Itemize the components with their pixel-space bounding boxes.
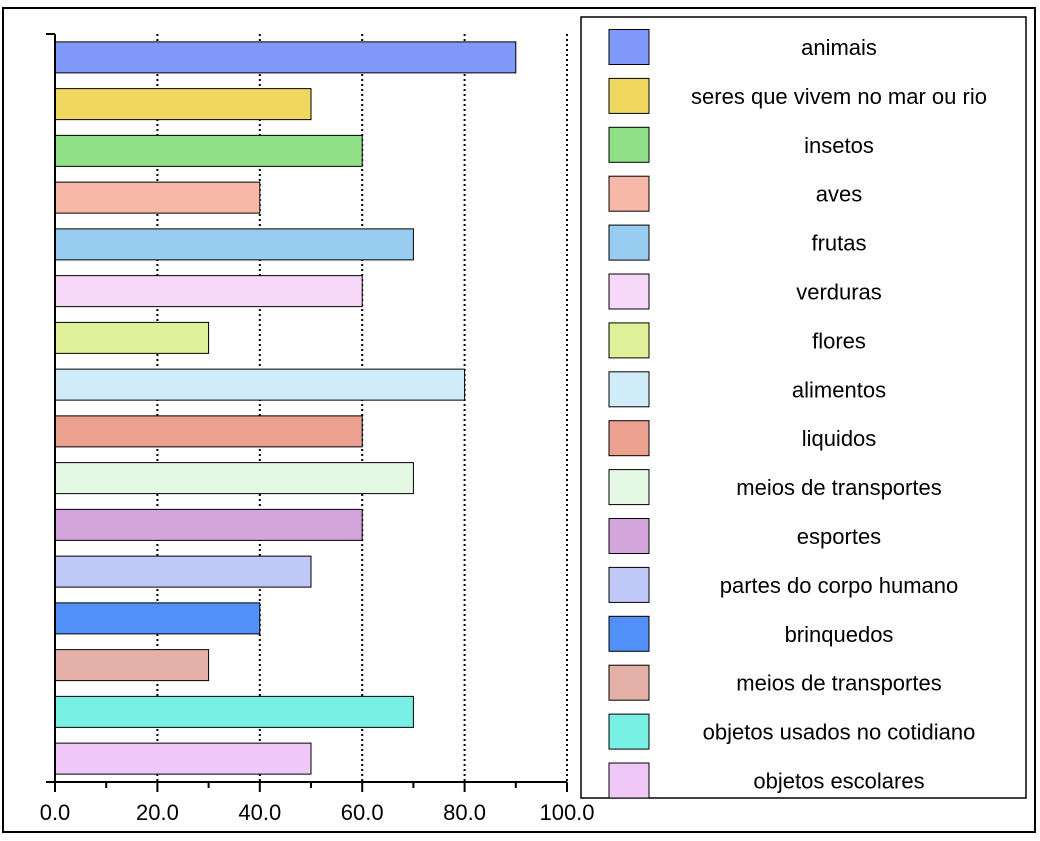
legend-box: [580, 16, 1027, 799]
legend-label: aves: [816, 182, 862, 207]
legend-swatch: [608, 224, 650, 261]
bar: [54, 228, 414, 261]
legend-swatch: [608, 77, 650, 114]
legend-label: alimentos: [792, 377, 886, 402]
legend-label: brinquedos: [785, 622, 894, 647]
bar: [54, 742, 312, 775]
legend-swatch: [608, 29, 650, 65]
legend-label: liquidos: [802, 426, 877, 451]
legend-label: verduras: [796, 280, 882, 305]
x-axis: 0.0 20.0 40.0 60.0 80.0 100.0: [40, 33, 595, 825]
legend-swatch: [608, 322, 650, 359]
x-tick-label: 20.0: [136, 800, 179, 825]
legend-label: frutas: [811, 231, 866, 256]
legend-swatch: [608, 566, 650, 603]
legend-label: insetos: [804, 133, 874, 158]
bar: [54, 508, 363, 541]
legend-swatch: [608, 371, 650, 408]
x-tick-label: 100.0: [539, 800, 594, 825]
bar: [54, 555, 312, 588]
legend-swatch: [608, 469, 650, 506]
bar: [54, 649, 210, 682]
x-tick-label: 0.0: [40, 800, 71, 825]
outer-frame: [2, 7, 1036, 833]
legend-swatch: [608, 420, 650, 457]
legend-label: objetos escolares: [753, 769, 924, 794]
legend-label: partes do corpo humano: [720, 573, 959, 598]
bar: [54, 321, 210, 354]
bars: [54, 41, 517, 775]
legend-label: animais: [801, 35, 877, 60]
legend-swatch: [608, 664, 650, 701]
bar: [54, 368, 466, 401]
bar: [54, 602, 261, 635]
bar: [54, 415, 363, 448]
legend-label: seres que vivem no mar ou rio: [691, 84, 987, 109]
bar: [54, 41, 517, 74]
bar: [54, 181, 261, 214]
legend-swatch: [608, 615, 650, 652]
legend-label: flores: [812, 328, 866, 353]
bar: [54, 462, 414, 495]
bar: [54, 134, 363, 167]
x-tick-label: 40.0: [238, 800, 281, 825]
legend-label: meios de transportes: [736, 475, 941, 500]
legend-swatch: [608, 713, 650, 750]
legend-swatch: [608, 175, 650, 212]
legend-swatch: [608, 518, 650, 554]
legend: animais seres que vivem no mar ou rio inse…: [580, 16, 1027, 799]
legend-label: meios de transportes: [736, 671, 941, 696]
bar: [54, 695, 414, 728]
x-tick-label: 80.0: [443, 800, 486, 825]
legend-label: objetos usados no cotidiano: [703, 720, 976, 745]
legend-label: esportes: [797, 524, 881, 549]
bar: [54, 275, 363, 308]
legend-swatch: [608, 273, 650, 310]
legend-swatch: [608, 126, 650, 163]
legend-swatch: [608, 762, 650, 799]
bar: [54, 88, 312, 121]
x-tick-label: 60.0: [341, 800, 384, 825]
